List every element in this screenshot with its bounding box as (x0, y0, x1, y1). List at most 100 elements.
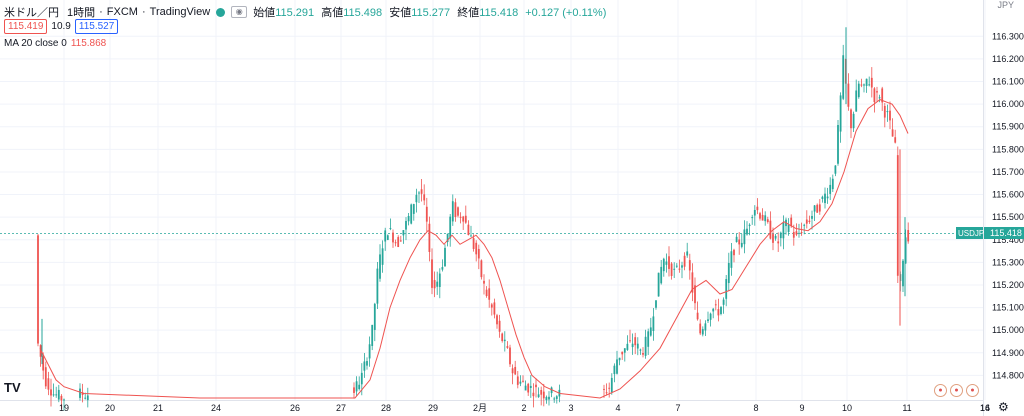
candle-body (548, 396, 550, 400)
candle-body (876, 91, 878, 93)
candle-body (353, 387, 355, 393)
candle-body (727, 263, 730, 284)
candle-body (634, 337, 637, 346)
gear-icon[interactable]: ⚙ (998, 400, 1009, 414)
candle-body (376, 268, 379, 304)
time-tick-label: 21 (153, 403, 163, 413)
price-axis[interactable]: 116.300 116.200 116.100 116.000 115.900 115.8… (992, 31, 1024, 380)
candle-body (800, 232, 803, 234)
price-tick-label: 115.800 (992, 144, 1024, 154)
time-tick-label: 24 (211, 403, 221, 413)
candle-body (696, 312, 699, 320)
candle-body (681, 265, 683, 268)
candle-body (720, 306, 722, 315)
candle-body (483, 280, 485, 284)
symbol-name[interactable]: 米ドル／円 (4, 7, 59, 19)
candle-body (488, 288, 491, 300)
candle-body (662, 258, 665, 272)
candle-body (816, 204, 819, 213)
candle-body (855, 90, 858, 112)
candle-body (381, 248, 384, 265)
candle-body (665, 261, 668, 265)
candle-body (886, 111, 889, 113)
candle-body (714, 304, 717, 306)
candle-body (423, 194, 426, 201)
candle-body (629, 340, 631, 342)
candle-body (811, 215, 813, 219)
candle-body (550, 387, 553, 394)
chart-grid (0, 0, 986, 400)
candle-body (618, 357, 621, 361)
time-tick-label: 20 (105, 403, 115, 413)
sell-button[interactable]: 115.419 (4, 19, 48, 34)
candle-body (506, 346, 509, 348)
candle-body (777, 241, 780, 244)
flag-icon[interactable]: ● (950, 384, 963, 397)
candle-body (829, 184, 832, 194)
candle-body (826, 196, 829, 199)
candle-body (756, 206, 759, 211)
candle-body (50, 389, 52, 396)
ma-value: 115.868 (70, 38, 107, 49)
open-key: 始値 (253, 7, 276, 19)
time-tick-label: 3 (568, 403, 573, 413)
interval-label[interactable]: 1時間 (67, 7, 96, 19)
eye-icon[interactable]: ◉ (231, 6, 248, 18)
flag-icon[interactable]: ● (934, 384, 947, 397)
price-tick-label: 116.200 (992, 54, 1024, 64)
price-tick-label: 115.000 (992, 325, 1024, 335)
time-tick-label: 9 (799, 403, 804, 413)
close-key: 終値 (457, 7, 480, 19)
candle-body (454, 202, 457, 217)
candle-body (532, 392, 535, 397)
price-tick-label: 115.600 (992, 190, 1024, 200)
candle-body (355, 381, 358, 392)
buy-button[interactable]: 115.527 (74, 19, 119, 34)
candle-body (433, 280, 436, 289)
candle-body (386, 235, 389, 240)
candle-body (472, 238, 475, 249)
candle-body (772, 234, 774, 243)
candle-body (907, 229, 910, 242)
candle-body (743, 229, 746, 245)
flag-icon[interactable]: ● (966, 384, 979, 397)
candle-body (392, 232, 394, 243)
candle-body (818, 204, 821, 212)
candle-body (670, 263, 673, 276)
candle-body (709, 313, 712, 320)
candle-body (379, 254, 381, 279)
candle-body (847, 83, 850, 107)
candle-body (660, 266, 663, 284)
price-tick-label: 115.100 (992, 303, 1024, 313)
candle-body (798, 232, 800, 234)
ma-label: MA 20 close 0 (4, 38, 67, 49)
tradingview-logo-icon[interactable]: TV (4, 380, 21, 395)
candle-body (57, 389, 60, 400)
candle-body (837, 125, 839, 164)
ma-legend[interactable]: MA 20 close 0 115.868 (4, 38, 106, 49)
ohlc-values: 始値115.291 高値115.498 安値115.277 終値115.418 … (253, 4, 610, 20)
price-tick-label: 115.500 (992, 212, 1024, 222)
trade-row: 115.419 10.9 115.527 (4, 19, 119, 34)
candle-body (657, 272, 660, 297)
candle-body (610, 377, 613, 393)
time-tick-label: 2月 (473, 403, 487, 413)
candle-body (509, 347, 511, 365)
candle-body (360, 372, 363, 385)
candle-body (537, 394, 540, 398)
candle-body (894, 137, 897, 143)
candle-body (824, 193, 826, 204)
ma-line (39, 99, 909, 399)
candle-body (688, 260, 691, 271)
candle-body (733, 249, 735, 256)
separator: · (99, 6, 103, 18)
candle-body (545, 396, 548, 401)
candle-body (686, 251, 689, 256)
change-value: +0.127 (+0.11%) (525, 7, 607, 19)
candle-body (746, 228, 748, 235)
candle-body (477, 248, 480, 259)
candle-body (857, 83, 860, 98)
candle-body (787, 224, 790, 232)
